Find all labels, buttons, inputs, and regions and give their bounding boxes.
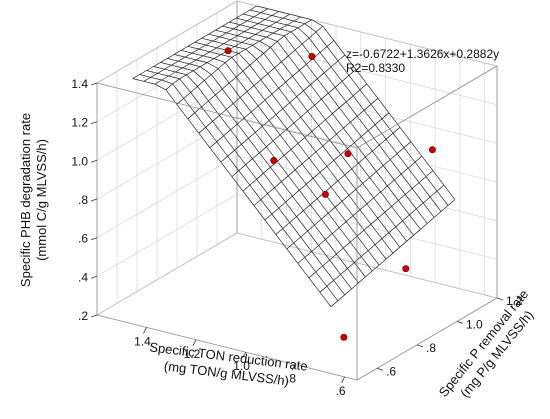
y-tick-label: .6 — [386, 364, 396, 378]
x-tick-mark — [192, 339, 197, 346]
back-wall-gridline — [236, 78, 498, 144]
y-tick-mark — [376, 367, 384, 371]
data-point — [340, 333, 348, 341]
z-axis-title: Specific PHB degradation rate (mmol C/g … — [18, 113, 49, 287]
data-point — [224, 47, 232, 55]
back-wall-gridline — [236, 116, 498, 183]
fitted-plane-mesh — [132, 5, 456, 307]
plane-mesh-line — [208, 33, 407, 242]
data-point — [402, 265, 410, 273]
plane-mesh-line — [256, 5, 456, 200]
back-wall-gridline — [236, 232, 498, 299]
side-wall-gridline — [96, 155, 238, 238]
y-axis-title-line1: Specific P removal rate — [436, 287, 532, 400]
box-edge — [96, 82, 358, 149]
data-point — [308, 52, 316, 60]
x-tick-label: .6 — [336, 384, 346, 398]
y-tick-label: 1.0 — [466, 317, 483, 331]
data-point — [270, 157, 278, 165]
plane-mesh-line — [236, 17, 435, 218]
plane-mesh-line — [132, 78, 332, 307]
back-wall-gridline — [236, 155, 498, 221]
plane-mesh-line — [242, 13, 442, 212]
z-tick-label: 1.2 — [71, 116, 88, 130]
side-wall-gridline — [96, 232, 238, 316]
plane-mesh-line — [222, 25, 421, 230]
z-tick-mark — [90, 314, 98, 318]
z-tick-mark — [90, 82, 98, 86]
z-tick-label: .2 — [78, 309, 88, 323]
z-tick-mark — [90, 198, 98, 202]
plane-mesh-line — [201, 37, 401, 248]
z-tick-label: 1.4 — [71, 77, 88, 91]
x-tick-label: 1.2 — [184, 347, 201, 361]
x-tick-label: .8 — [286, 372, 296, 386]
box-edge — [356, 65, 498, 149]
y-axis-title: Specific P removal rate (mg P/g MLVSS/h) — [436, 287, 537, 401]
z-tick-mark — [90, 275, 98, 279]
z-tick-label: 1.0 — [71, 154, 88, 168]
x-tick-mark — [341, 376, 345, 384]
z-tick-mark — [90, 237, 98, 241]
side-wall-gridline — [96, 39, 238, 122]
plane-mesh-line — [174, 54, 373, 272]
data-point — [321, 190, 329, 198]
z-tick-label: .4 — [78, 270, 88, 284]
z-tick-mark — [90, 159, 98, 163]
z-axis-title-line1: Specific PHB degradation rate — [18, 113, 33, 287]
z-tick-label: .6 — [78, 232, 88, 246]
side-wall-gridline — [96, 116, 238, 200]
back-wall-gridline — [236, 39, 498, 105]
plane-mesh-line — [139, 74, 339, 302]
plane-mesh-line — [229, 21, 428, 224]
plane-mesh-line — [187, 45, 387, 260]
plane-mesh-line — [215, 29, 414, 236]
y-tick-mark — [416, 344, 424, 348]
x-tick-label: 1.0 — [233, 359, 250, 373]
plane-mesh-line — [249, 9, 449, 206]
plane-mesh-line — [160, 62, 359, 284]
y-tick-mark — [496, 297, 504, 301]
plane-mesh-line — [180, 49, 380, 266]
plane-mesh-line — [153, 66, 352, 290]
side-wall-gridline — [96, 78, 238, 161]
side-wall-gridline — [96, 0, 238, 84]
plane-mesh-line — [132, 5, 257, 79]
regression-equation: z=-0.6722+1.3626x+0.2882y — [346, 47, 499, 61]
x-tick-mark — [242, 351, 246, 359]
z-tick-mark — [90, 121, 98, 125]
plane-mesh-line — [146, 70, 345, 296]
x-axis-title: Specific TON reduction rate (mg TON/g ML… — [149, 339, 309, 388]
plane-mesh-line — [187, 19, 312, 120]
r-squared-label: R2=0.8330 — [346, 61, 405, 75]
z-axis-title-line2: (mmol C/g MLVSS/h) — [34, 139, 49, 261]
side-wall-gridline — [96, 194, 238, 277]
y-axis-line — [356, 297, 498, 381]
y-tick-mark — [456, 321, 464, 324]
y-tick-label: 1.2 — [506, 294, 523, 308]
data-point — [344, 150, 352, 158]
back-wall-gridline — [236, 194, 498, 260]
z-tick-label: .8 — [78, 193, 88, 207]
data-point — [428, 146, 436, 154]
x-tick-mark — [143, 327, 147, 334]
x-tick-mark — [291, 364, 296, 371]
y-tick-label: .8 — [426, 341, 436, 355]
axis-ticks: .2 .4 .6 .8 1.0 1.2 1.4 .6 .8 1.0 1.2 1.4 .6 .8 1.0 1.2 — [71, 77, 523, 398]
x-axis-line — [96, 314, 358, 381]
data-points — [224, 47, 436, 341]
plane-mesh-line — [167, 58, 366, 278]
x-tick-label: 1.4 — [134, 334, 151, 348]
